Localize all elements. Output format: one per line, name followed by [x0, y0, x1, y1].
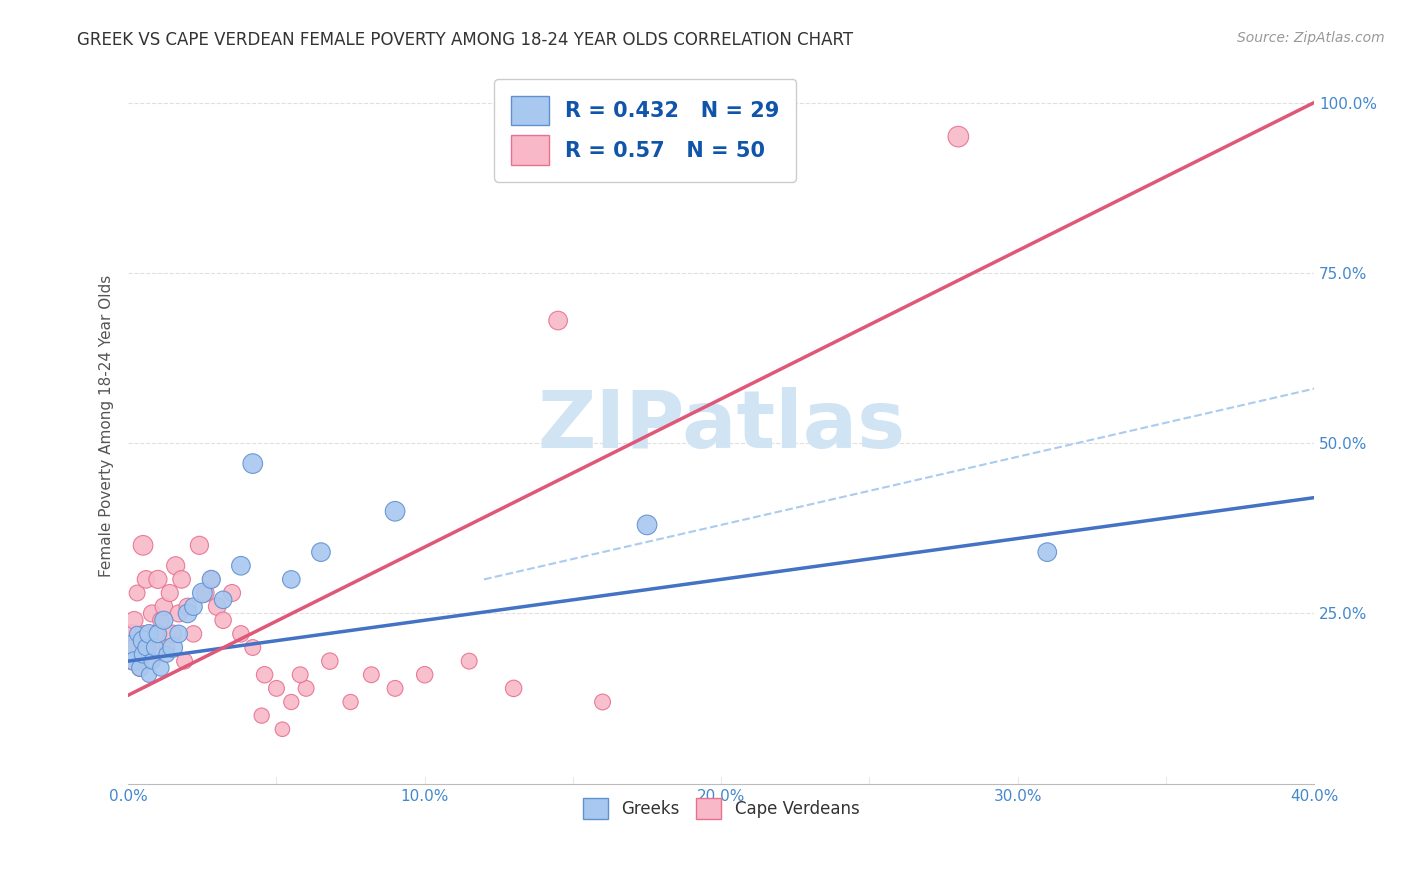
Point — [191, 586, 214, 600]
Point — [295, 681, 318, 696]
Point — [212, 613, 235, 627]
Point — [149, 661, 172, 675]
Point — [141, 607, 163, 621]
Point — [141, 654, 163, 668]
Point — [360, 667, 382, 681]
Point — [143, 640, 166, 655]
Point — [1036, 545, 1059, 559]
Point — [948, 129, 970, 144]
Point — [205, 599, 228, 614]
Point — [221, 586, 243, 600]
Point — [167, 627, 190, 641]
Point — [122, 654, 145, 668]
Point — [132, 633, 155, 648]
Point — [266, 681, 288, 696]
Point — [120, 627, 142, 641]
Point — [132, 627, 155, 641]
Point — [200, 573, 222, 587]
Point — [153, 599, 176, 614]
Point — [212, 592, 235, 607]
Text: Source: ZipAtlas.com: Source: ZipAtlas.com — [1237, 31, 1385, 45]
Point — [547, 313, 569, 327]
Point — [162, 640, 184, 655]
Point — [167, 607, 190, 621]
Point — [120, 654, 142, 668]
Point — [176, 607, 198, 621]
Legend: Greeks, Cape Verdeans: Greeks, Cape Verdeans — [576, 792, 866, 825]
Point — [319, 654, 342, 668]
Point — [229, 627, 252, 641]
Point — [122, 613, 145, 627]
Point — [153, 613, 176, 627]
Point — [413, 667, 436, 681]
Point — [271, 723, 294, 737]
Point — [176, 599, 198, 614]
Point — [162, 627, 184, 641]
Point — [159, 586, 181, 600]
Point — [138, 667, 160, 681]
Point — [127, 586, 149, 600]
Text: GREEK VS CAPE VERDEAN FEMALE POVERTY AMONG 18-24 YEAR OLDS CORRELATION CHART: GREEK VS CAPE VERDEAN FEMALE POVERTY AMO… — [77, 31, 853, 49]
Point — [132, 648, 155, 662]
Point — [502, 681, 524, 696]
Point — [129, 661, 152, 675]
Point — [135, 640, 157, 655]
Point — [290, 667, 312, 681]
Point — [170, 573, 193, 587]
Point — [132, 538, 155, 552]
Point — [138, 627, 160, 641]
Point — [183, 599, 205, 614]
Point — [143, 627, 166, 641]
Point — [229, 558, 252, 573]
Point — [280, 695, 302, 709]
Point — [146, 627, 169, 641]
Point — [194, 586, 217, 600]
Point — [188, 538, 211, 552]
Point — [200, 573, 222, 587]
Point — [384, 504, 406, 518]
Point — [183, 627, 205, 641]
Text: ZIPatlas: ZIPatlas — [537, 387, 905, 465]
Point — [165, 558, 187, 573]
Point — [242, 457, 264, 471]
Point — [122, 640, 145, 655]
Point — [138, 640, 160, 655]
Point — [146, 573, 169, 587]
Point — [129, 661, 152, 675]
Point — [592, 695, 614, 709]
Point — [253, 667, 276, 681]
Point — [250, 708, 273, 723]
Point — [309, 545, 332, 559]
Point — [458, 654, 481, 668]
Point — [141, 654, 163, 668]
Point — [636, 517, 658, 532]
Point — [149, 613, 172, 627]
Point — [127, 627, 149, 641]
Point — [339, 695, 361, 709]
Y-axis label: Female Poverty Among 18-24 Year Olds: Female Poverty Among 18-24 Year Olds — [100, 275, 114, 577]
Point — [135, 573, 157, 587]
Point — [120, 640, 142, 655]
Point — [156, 648, 179, 662]
Point — [242, 640, 264, 655]
Point — [280, 573, 302, 587]
Point — [173, 654, 195, 668]
Point — [156, 640, 179, 655]
Point — [384, 681, 406, 696]
